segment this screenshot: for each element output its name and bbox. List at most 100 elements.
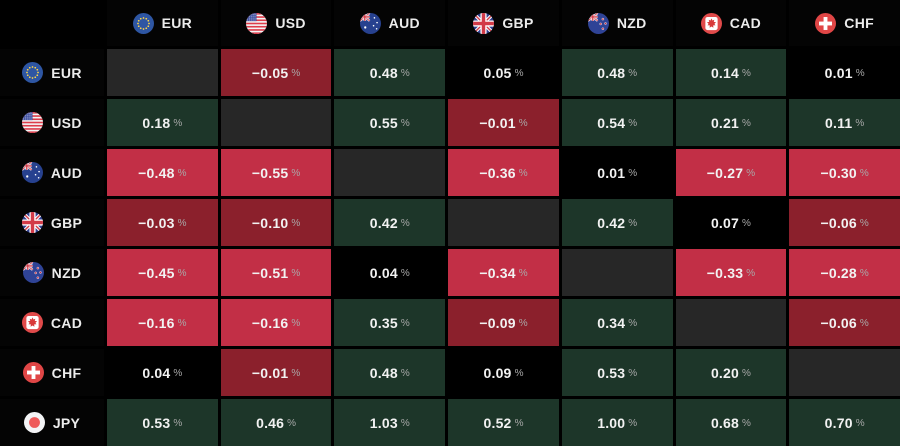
cell-chf-eur[interactable]: 0.04% <box>107 349 218 396</box>
aud-flag-icon <box>21 162 43 183</box>
cell-chf-chf <box>789 349 900 396</box>
gbp-flag-icon <box>473 12 495 34</box>
cell-cad-usd[interactable]: −0.16% <box>220 299 332 346</box>
cell-chf-cad[interactable]: 0.20% <box>675 349 787 396</box>
cell-eur-aud[interactable]: 0.48% <box>334 49 446 96</box>
cell-eur-eur <box>107 49 218 96</box>
cell-jpy-cad[interactable]: 0.68% <box>675 399 787 446</box>
cell-value: 0.14 <box>710 64 739 81</box>
cell-chf-usd[interactable]: −0.01% <box>220 349 332 396</box>
cell-gbp-usd[interactable]: −0.10% <box>220 199 332 246</box>
cell-value: 0.01 <box>597 164 626 181</box>
cell-usd-cad[interactable]: 0.21% <box>675 99 787 146</box>
cell-jpy-usd[interactable]: 0.46% <box>220 399 332 446</box>
column-header-label: GBP <box>502 15 534 31</box>
cell-eur-chf[interactable]: 0.01% <box>789 49 900 96</box>
cell-chf-aud[interactable]: 0.48% <box>334 349 446 396</box>
percent-suffix: % <box>173 368 183 379</box>
cell-usd-eur[interactable]: 0.18% <box>107 99 218 146</box>
cell-value: 0.18 <box>142 114 171 131</box>
cell-aud-nzd[interactable]: 0.01% <box>561 149 673 196</box>
cell-cad-gbp[interactable]: −0.09% <box>448 299 559 346</box>
cell-nzd-eur[interactable]: −0.45% <box>107 249 218 296</box>
cell-value: −0.51 <box>251 264 289 281</box>
cell-value: −0.36 <box>479 164 516 181</box>
nzd-flag-icon <box>22 262 44 283</box>
cell-aud-chf[interactable]: −0.30% <box>789 149 900 196</box>
cell-usd-chf[interactable]: 0.11% <box>789 99 900 146</box>
column-header-nzd: NZD <box>561 0 673 46</box>
cell-aud-cad[interactable]: −0.27% <box>675 149 787 196</box>
cell-jpy-eur[interactable]: 0.53% <box>107 399 218 446</box>
percent-suffix: % <box>400 318 410 329</box>
cell-nzd-usd[interactable]: −0.51% <box>220 249 332 296</box>
cell-cad-eur[interactable]: −0.16% <box>107 299 218 346</box>
percent-suffix: % <box>177 168 187 179</box>
cell-value: −0.16 <box>251 314 289 331</box>
row-header-cad: CAD <box>0 299 104 346</box>
row-header-gbp: GBP <box>0 199 104 246</box>
percent-suffix: % <box>628 368 638 379</box>
percent-suffix: % <box>400 118 410 129</box>
cell-value: 0.48 <box>369 364 398 381</box>
cell-chf-nzd[interactable]: 0.53% <box>561 349 673 396</box>
cell-gbp-cad[interactable]: 0.07% <box>675 199 787 246</box>
cell-cad-cad <box>675 299 787 346</box>
row-header-label: CHF <box>51 364 82 381</box>
cell-value: −0.03 <box>138 214 175 231</box>
cell-jpy-gbp[interactable]: 0.52% <box>448 399 559 446</box>
eur-flag-icon <box>132 12 154 34</box>
cell-jpy-chf[interactable]: 0.70% <box>789 399 900 446</box>
percent-suffix: % <box>518 318 528 329</box>
percent-suffix: % <box>514 418 524 429</box>
percent-suffix: % <box>518 268 528 279</box>
percent-suffix: % <box>177 268 187 279</box>
percent-suffix: % <box>859 218 869 229</box>
cell-value: 0.53 <box>597 364 626 381</box>
percent-suffix: % <box>628 68 638 79</box>
cell-nzd-chf[interactable]: −0.28% <box>789 249 900 296</box>
cell-usd-aud[interactable]: 0.55% <box>334 99 446 146</box>
cell-nzd-gbp[interactable]: −0.34% <box>448 249 559 296</box>
jpy-flag-icon <box>23 412 45 433</box>
cell-value: 0.05 <box>483 64 512 81</box>
eur-flag-icon <box>22 62 44 83</box>
cell-jpy-aud[interactable]: 1.03% <box>334 399 446 446</box>
cell-aud-usd[interactable]: −0.55% <box>220 149 332 196</box>
cell-gbp-nzd[interactable]: 0.42% <box>561 199 673 246</box>
cell-value: 0.54 <box>597 114 626 131</box>
percent-suffix: % <box>173 118 183 129</box>
cell-cad-aud[interactable]: 0.35% <box>334 299 446 346</box>
percent-suffix: % <box>400 268 410 279</box>
row-header-jpy: JPY <box>0 399 104 446</box>
percent-suffix: % <box>742 218 751 229</box>
cell-eur-gbp[interactable]: 0.05% <box>448 49 559 96</box>
cell-usd-gbp[interactable]: −0.01% <box>448 99 559 146</box>
cell-aud-eur[interactable]: −0.48% <box>107 149 218 196</box>
cell-aud-gbp[interactable]: −0.36% <box>448 149 559 196</box>
cell-cad-nzd[interactable]: 0.34% <box>561 299 673 346</box>
cell-jpy-nzd[interactable]: 1.00% <box>561 399 673 446</box>
cell-eur-nzd[interactable]: 0.48% <box>561 49 673 96</box>
cell-gbp-eur[interactable]: −0.03% <box>107 199 218 246</box>
cell-chf-gbp[interactable]: 0.09% <box>448 349 559 396</box>
cell-value: −0.01 <box>479 114 516 131</box>
cell-aud-aud <box>334 149 446 196</box>
cell-eur-cad[interactable]: 0.14% <box>675 49 787 96</box>
percent-suffix: % <box>291 368 301 379</box>
cell-cad-chf[interactable]: −0.06% <box>789 299 900 346</box>
cell-gbp-chf[interactable]: −0.06% <box>789 199 900 246</box>
cell-value: 0.42 <box>369 214 398 231</box>
chf-flag-icon <box>815 12 837 34</box>
cell-usd-nzd[interactable]: 0.54% <box>561 99 673 146</box>
cell-gbp-aud[interactable]: 0.42% <box>334 199 446 246</box>
cell-eur-usd[interactable]: −0.05% <box>220 49 332 96</box>
column-header-usd: USD <box>220 0 332 46</box>
cell-nzd-aud[interactable]: 0.04% <box>334 249 446 296</box>
percent-suffix: % <box>628 318 638 329</box>
percent-suffix: % <box>291 318 301 329</box>
cell-nzd-cad[interactable]: −0.33% <box>675 249 787 296</box>
row-header-label: EUR <box>51 64 82 81</box>
percent-suffix: % <box>291 68 301 79</box>
cell-value: 1.03 <box>369 414 398 431</box>
